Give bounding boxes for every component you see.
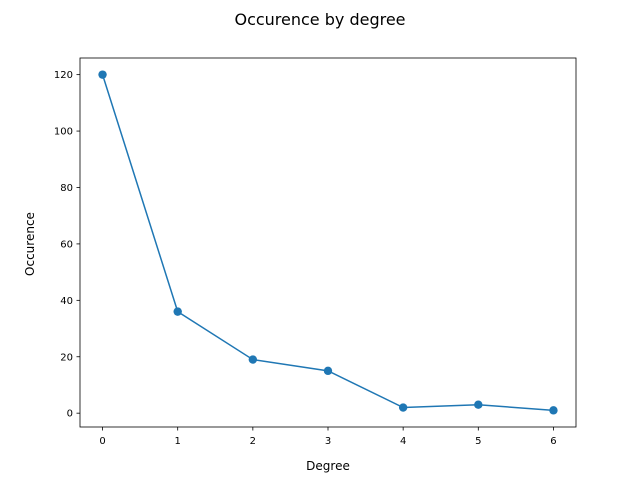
- data-point: [248, 355, 258, 364]
- chart-title: Occurence by degree: [234, 10, 405, 29]
- x-tick-label: 6: [550, 436, 556, 447]
- x-tick-label: 4: [400, 436, 406, 447]
- y-tick-label: 40: [60, 296, 73, 307]
- data-point: [323, 366, 333, 376]
- data-point: [398, 403, 408, 412]
- series-line: [101, 74, 554, 412]
- y-tick-label: 120: [54, 70, 73, 81]
- y-tick-label: 80: [60, 183, 73, 194]
- x-tick-label: 2: [250, 436, 256, 447]
- x-tick-label: 0: [99, 436, 105, 447]
- y-tick-label: 20: [60, 352, 73, 363]
- y-tick-label: 60: [60, 239, 73, 250]
- data-point: [474, 400, 483, 409]
- y-tick-label: 100: [54, 127, 73, 138]
- x-tick-label: 3: [325, 436, 331, 447]
- data-point: [173, 307, 182, 316]
- data-point: [549, 406, 558, 415]
- plot-area: [98, 70, 558, 415]
- y-axis-ticks: 0 20 40 60 80 100 120: [54, 70, 80, 420]
- x-axis-label: Degree: [306, 459, 350, 473]
- y-tick-label: 0: [67, 409, 73, 420]
- plot-frame: [79, 57, 577, 428]
- x-tick-label: 5: [475, 436, 481, 447]
- data-point: [98, 70, 107, 79]
- y-axis-label: Occurence: [23, 212, 37, 276]
- x-tick-label: 1: [175, 436, 181, 447]
- x-axis-ticks: 0 1 2 3 4 5 6: [99, 427, 557, 447]
